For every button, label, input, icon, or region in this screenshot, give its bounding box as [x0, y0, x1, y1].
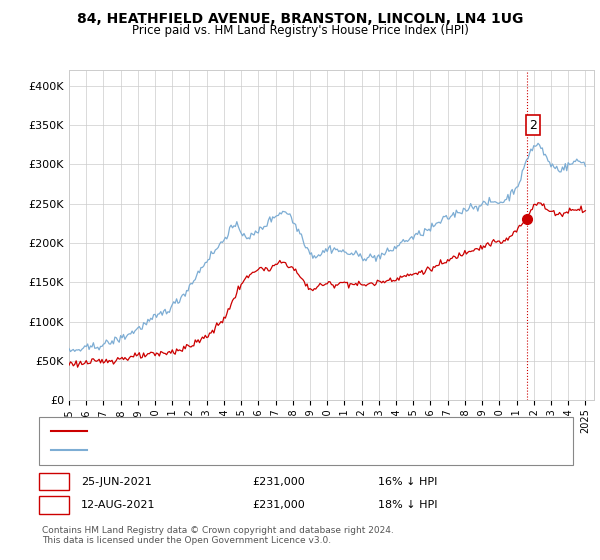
Text: Contains HM Land Registry data © Crown copyright and database right 2024.
This d: Contains HM Land Registry data © Crown c…	[42, 526, 394, 545]
Text: 16% ↓ HPI: 16% ↓ HPI	[378, 477, 437, 487]
Text: HPI: Average price, detached house, North Kesteven: HPI: Average price, detached house, Nort…	[93, 445, 366, 455]
Text: 2: 2	[529, 119, 537, 132]
Text: Price paid vs. HM Land Registry's House Price Index (HPI): Price paid vs. HM Land Registry's House …	[131, 24, 469, 37]
Text: £231,000: £231,000	[252, 477, 305, 487]
Text: 1: 1	[50, 475, 58, 488]
Text: 84, HEATHFIELD AVENUE, BRANSTON, LINCOLN, LN4 1UG (detached house): 84, HEATHFIELD AVENUE, BRANSTON, LINCOLN…	[93, 426, 485, 436]
Text: 18% ↓ HPI: 18% ↓ HPI	[378, 500, 437, 510]
Text: 84, HEATHFIELD AVENUE, BRANSTON, LINCOLN, LN4 1UG: 84, HEATHFIELD AVENUE, BRANSTON, LINCOLN…	[77, 12, 523, 26]
Text: 2: 2	[50, 498, 58, 512]
Text: 12-AUG-2021: 12-AUG-2021	[81, 500, 155, 510]
Text: £231,000: £231,000	[252, 500, 305, 510]
Text: 25-JUN-2021: 25-JUN-2021	[81, 477, 152, 487]
